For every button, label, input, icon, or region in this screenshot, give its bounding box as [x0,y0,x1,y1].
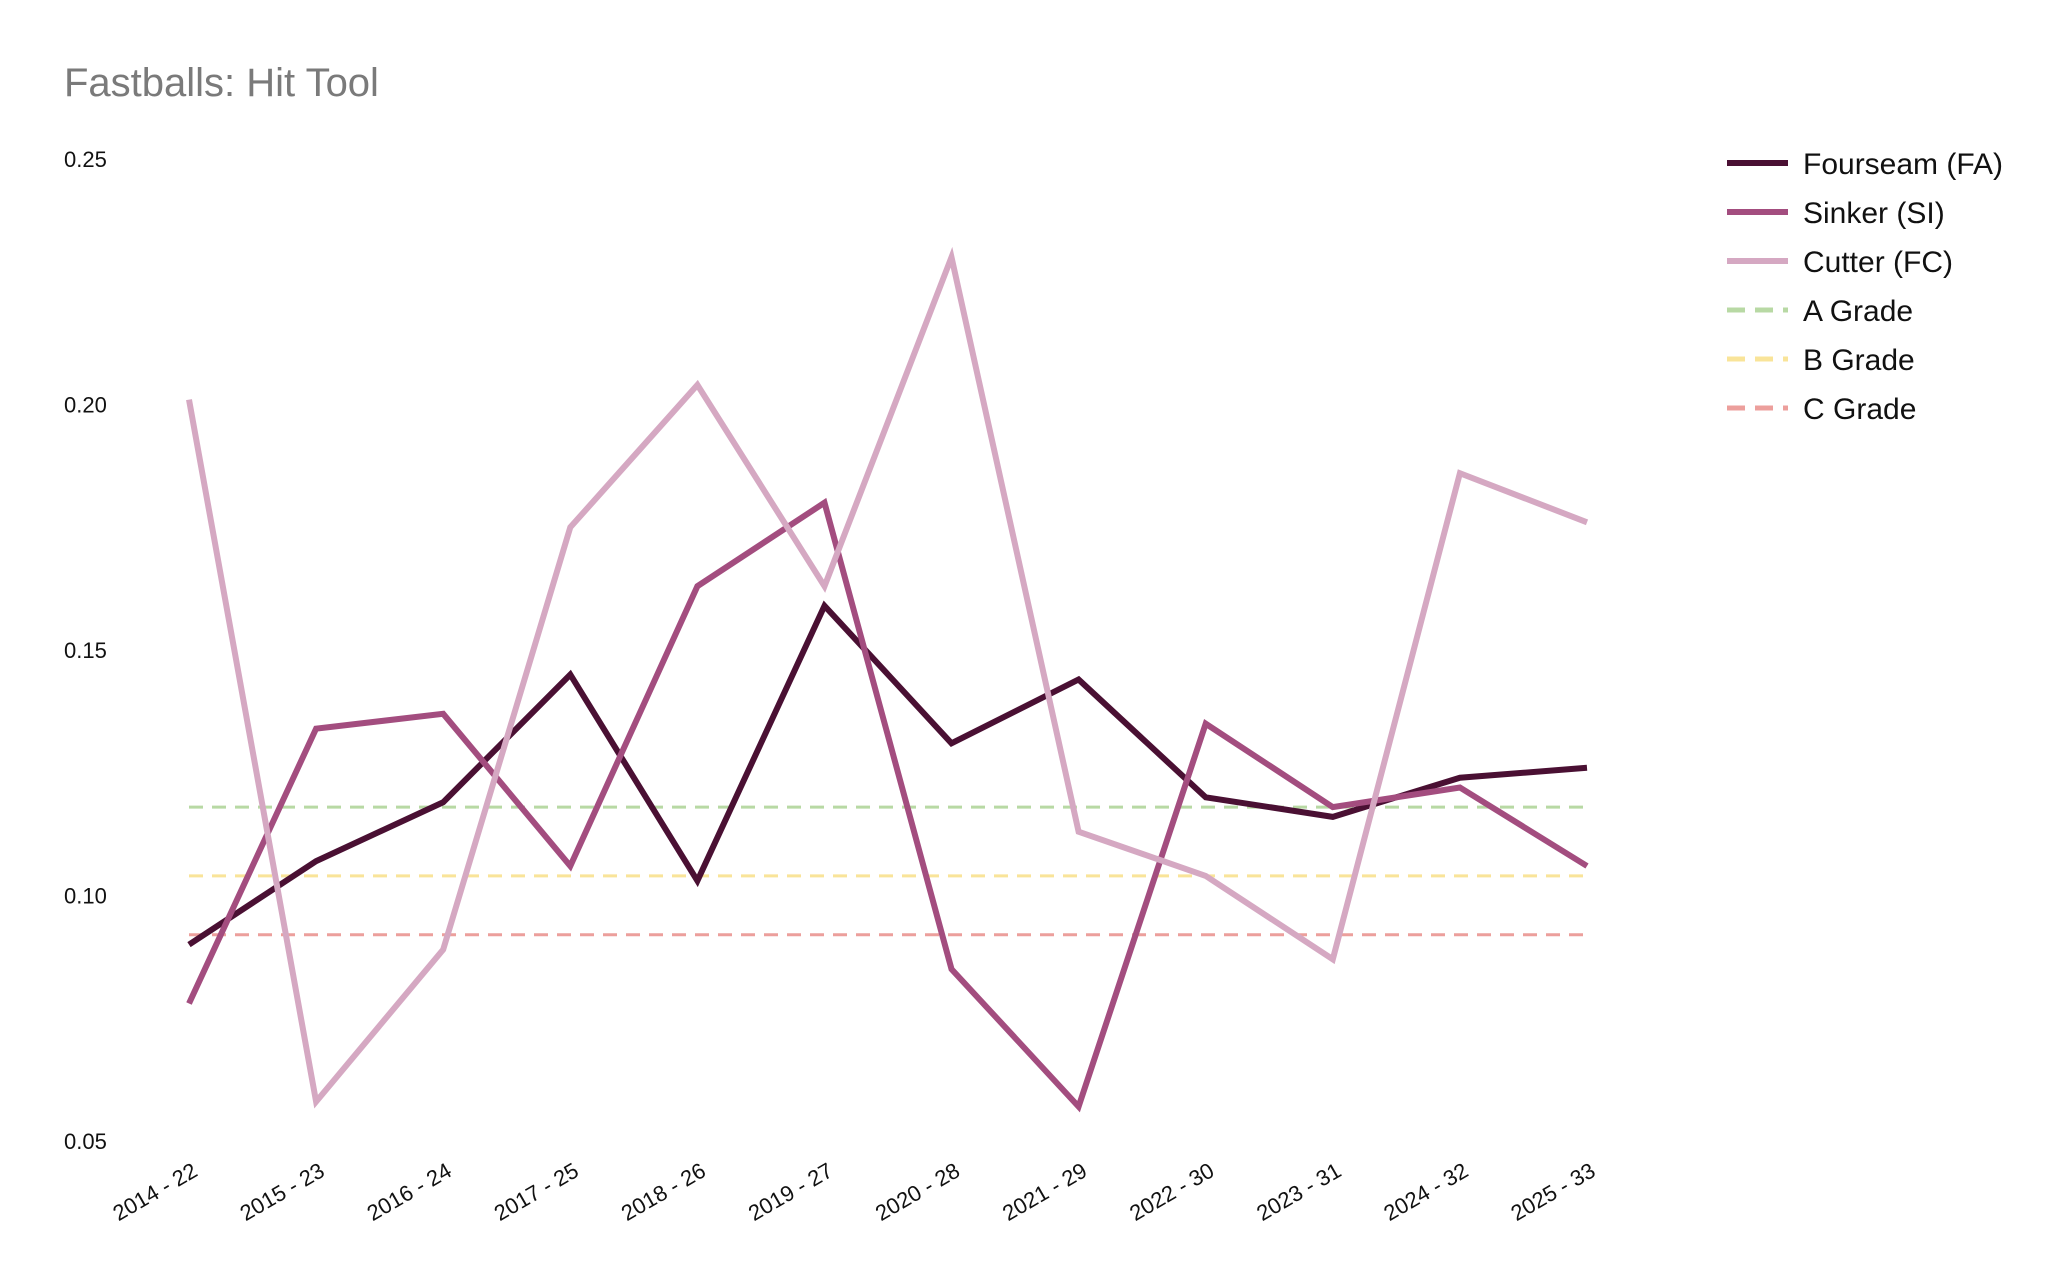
y-tick-label: 0.15 [64,638,107,663]
x-tick-label: 2023 - 31 [1252,1158,1345,1226]
series-line-sinker-si [186,497,1589,1113]
x-tick-label: 2024 - 32 [1379,1158,1472,1226]
legend-label: B Grade [1803,344,1915,377]
legend: Fourseam (FA) Sinker (SI) Cutter (FC) A Gra… [1727,148,2003,426]
legend-label: Fourseam (FA) [1803,148,2003,181]
legend-label: Cutter (FC) [1803,246,1953,279]
y-tick-label: 0.25 [64,147,107,172]
y-axis-ticks: 0.05 0.10 0.15 0.20 0.25 [64,147,107,1154]
x-tick-label: 2021 - 29 [998,1158,1091,1226]
legend-item: Fourseam (FA) [1727,148,2003,181]
y-tick-label: 0.05 [64,1129,107,1154]
x-tick-label: 2016 - 24 [363,1158,456,1226]
x-tick-label: 2018 - 26 [617,1158,710,1226]
x-tick-label: 2019 - 27 [744,1158,837,1226]
legend-item: Cutter (FC) [1727,246,1953,279]
x-tick-label: 2020 - 28 [871,1158,964,1226]
legend-item: B Grade [1727,344,1915,377]
chart-title: Fastballs: Hit Tool [64,61,379,105]
y-tick-label: 0.10 [64,884,107,909]
legend-label: A Grade [1803,295,1913,328]
legend-label: Sinker (SI) [1803,197,1945,230]
reference-lines [189,805,1587,937]
legend-item: A Grade [1727,295,1913,328]
x-tick-label: 2014 - 22 [108,1158,201,1226]
series-lines [186,246,1589,1113]
series-line-fourseam-fa [187,600,1588,948]
legend-item: Sinker (SI) [1727,197,1945,230]
x-tick-label: 2017 - 25 [490,1158,583,1226]
x-tick-label: 2025 - 33 [1506,1158,1599,1226]
series-line-cutter-fc [186,246,1589,1109]
y-tick-label: 0.20 [64,393,107,418]
legend-item: C Grade [1727,393,1916,426]
legend-label: C Grade [1803,393,1916,426]
x-tick-label: 2015 - 23 [236,1158,329,1226]
x-axis-ticks: 2014 - 22 2015 - 23 2016 - 24 2017 - 25 2018… [108,1158,1599,1226]
x-tick-label: 2022 - 30 [1125,1158,1218,1226]
